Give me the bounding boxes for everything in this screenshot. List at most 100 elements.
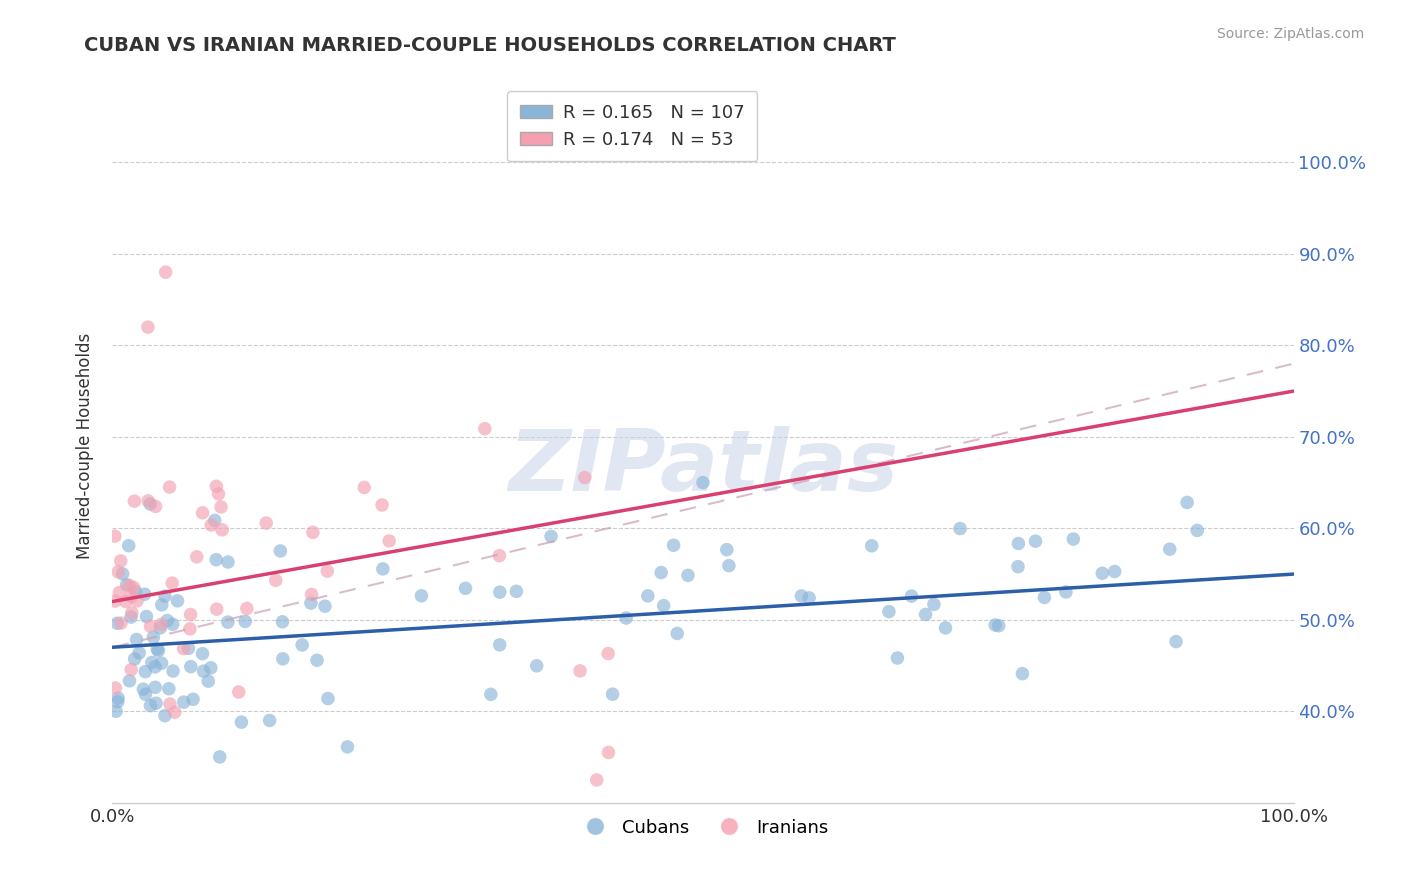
Point <box>662 538 685 552</box>
Point <box>186 549 208 564</box>
Point <box>139 698 162 713</box>
Point <box>118 578 141 592</box>
Point <box>173 695 195 709</box>
Point <box>231 715 253 730</box>
Point <box>162 617 184 632</box>
Point <box>118 539 141 553</box>
Point <box>922 597 945 611</box>
Point <box>143 660 166 674</box>
Point <box>111 566 134 581</box>
Point <box>115 578 138 592</box>
Point <box>598 746 620 760</box>
Point <box>614 611 637 625</box>
Point <box>150 598 173 612</box>
Point <box>142 630 165 644</box>
Point <box>205 479 228 493</box>
Point <box>105 616 128 631</box>
Point <box>1054 585 1077 599</box>
Point <box>177 641 200 656</box>
Point <box>716 542 738 557</box>
Point <box>211 523 233 537</box>
Point <box>217 555 239 569</box>
Point <box>150 617 173 632</box>
Point <box>124 494 146 508</box>
Point <box>569 664 592 678</box>
Point <box>181 692 204 706</box>
Point <box>305 653 328 667</box>
Point <box>652 599 675 613</box>
Point <box>299 596 322 610</box>
Point <box>479 687 502 701</box>
Point <box>120 610 142 624</box>
Point <box>114 594 136 608</box>
Point <box>602 687 624 701</box>
Point <box>860 539 883 553</box>
Point <box>159 697 181 711</box>
Point <box>110 615 132 630</box>
Point <box>141 656 163 670</box>
Point <box>125 632 148 647</box>
Point <box>291 638 314 652</box>
Point <box>316 564 339 578</box>
Point <box>1091 566 1114 581</box>
Point <box>104 594 127 608</box>
Point <box>1104 565 1126 579</box>
Point <box>153 708 176 723</box>
Point <box>150 657 173 671</box>
Point <box>160 576 183 591</box>
Point <box>254 516 277 530</box>
Point <box>208 750 231 764</box>
Point <box>148 643 170 657</box>
Point <box>107 691 129 706</box>
Point <box>209 500 232 514</box>
Point <box>157 681 180 696</box>
Point <box>1164 634 1187 648</box>
Point <box>1011 666 1033 681</box>
Point <box>1187 524 1209 538</box>
Point <box>1033 591 1056 605</box>
Point <box>146 642 169 657</box>
Point <box>193 664 215 678</box>
Point <box>179 622 201 636</box>
Point <box>149 621 172 635</box>
Text: CUBAN VS IRANIAN MARRIED-COUPLE HOUSEHOLDS CORRELATION CHART: CUBAN VS IRANIAN MARRIED-COUPLE HOUSEHOL… <box>84 36 896 54</box>
Point <box>1062 532 1084 546</box>
Point <box>197 674 219 689</box>
Point <box>949 522 972 536</box>
Point <box>104 681 127 695</box>
Point <box>132 682 155 697</box>
Point <box>1159 542 1181 557</box>
Point <box>371 562 394 576</box>
Point <box>120 590 142 604</box>
Y-axis label: Married-couple Households: Married-couple Households <box>76 333 94 559</box>
Point <box>134 687 156 701</box>
Point <box>574 470 596 484</box>
Point <box>217 615 239 629</box>
Point <box>139 619 162 633</box>
Point <box>1175 495 1198 509</box>
Point <box>585 772 607 787</box>
Point <box>371 498 394 512</box>
Point <box>166 594 188 608</box>
Point <box>1007 536 1029 550</box>
Point <box>886 651 908 665</box>
Point <box>1024 534 1046 549</box>
Point <box>105 704 128 718</box>
Point <box>378 533 401 548</box>
Point <box>153 589 176 603</box>
Point <box>122 581 145 595</box>
Point <box>173 641 195 656</box>
Point <box>145 696 167 710</box>
Point <box>145 500 167 514</box>
Point <box>316 691 339 706</box>
Point <box>118 673 141 688</box>
Point <box>200 518 222 533</box>
Point <box>107 565 129 579</box>
Point <box>914 607 936 622</box>
Point <box>108 585 131 599</box>
Point <box>107 695 129 709</box>
Point <box>488 549 510 563</box>
Point <box>159 480 181 494</box>
Point <box>474 422 496 436</box>
Point <box>301 587 323 601</box>
